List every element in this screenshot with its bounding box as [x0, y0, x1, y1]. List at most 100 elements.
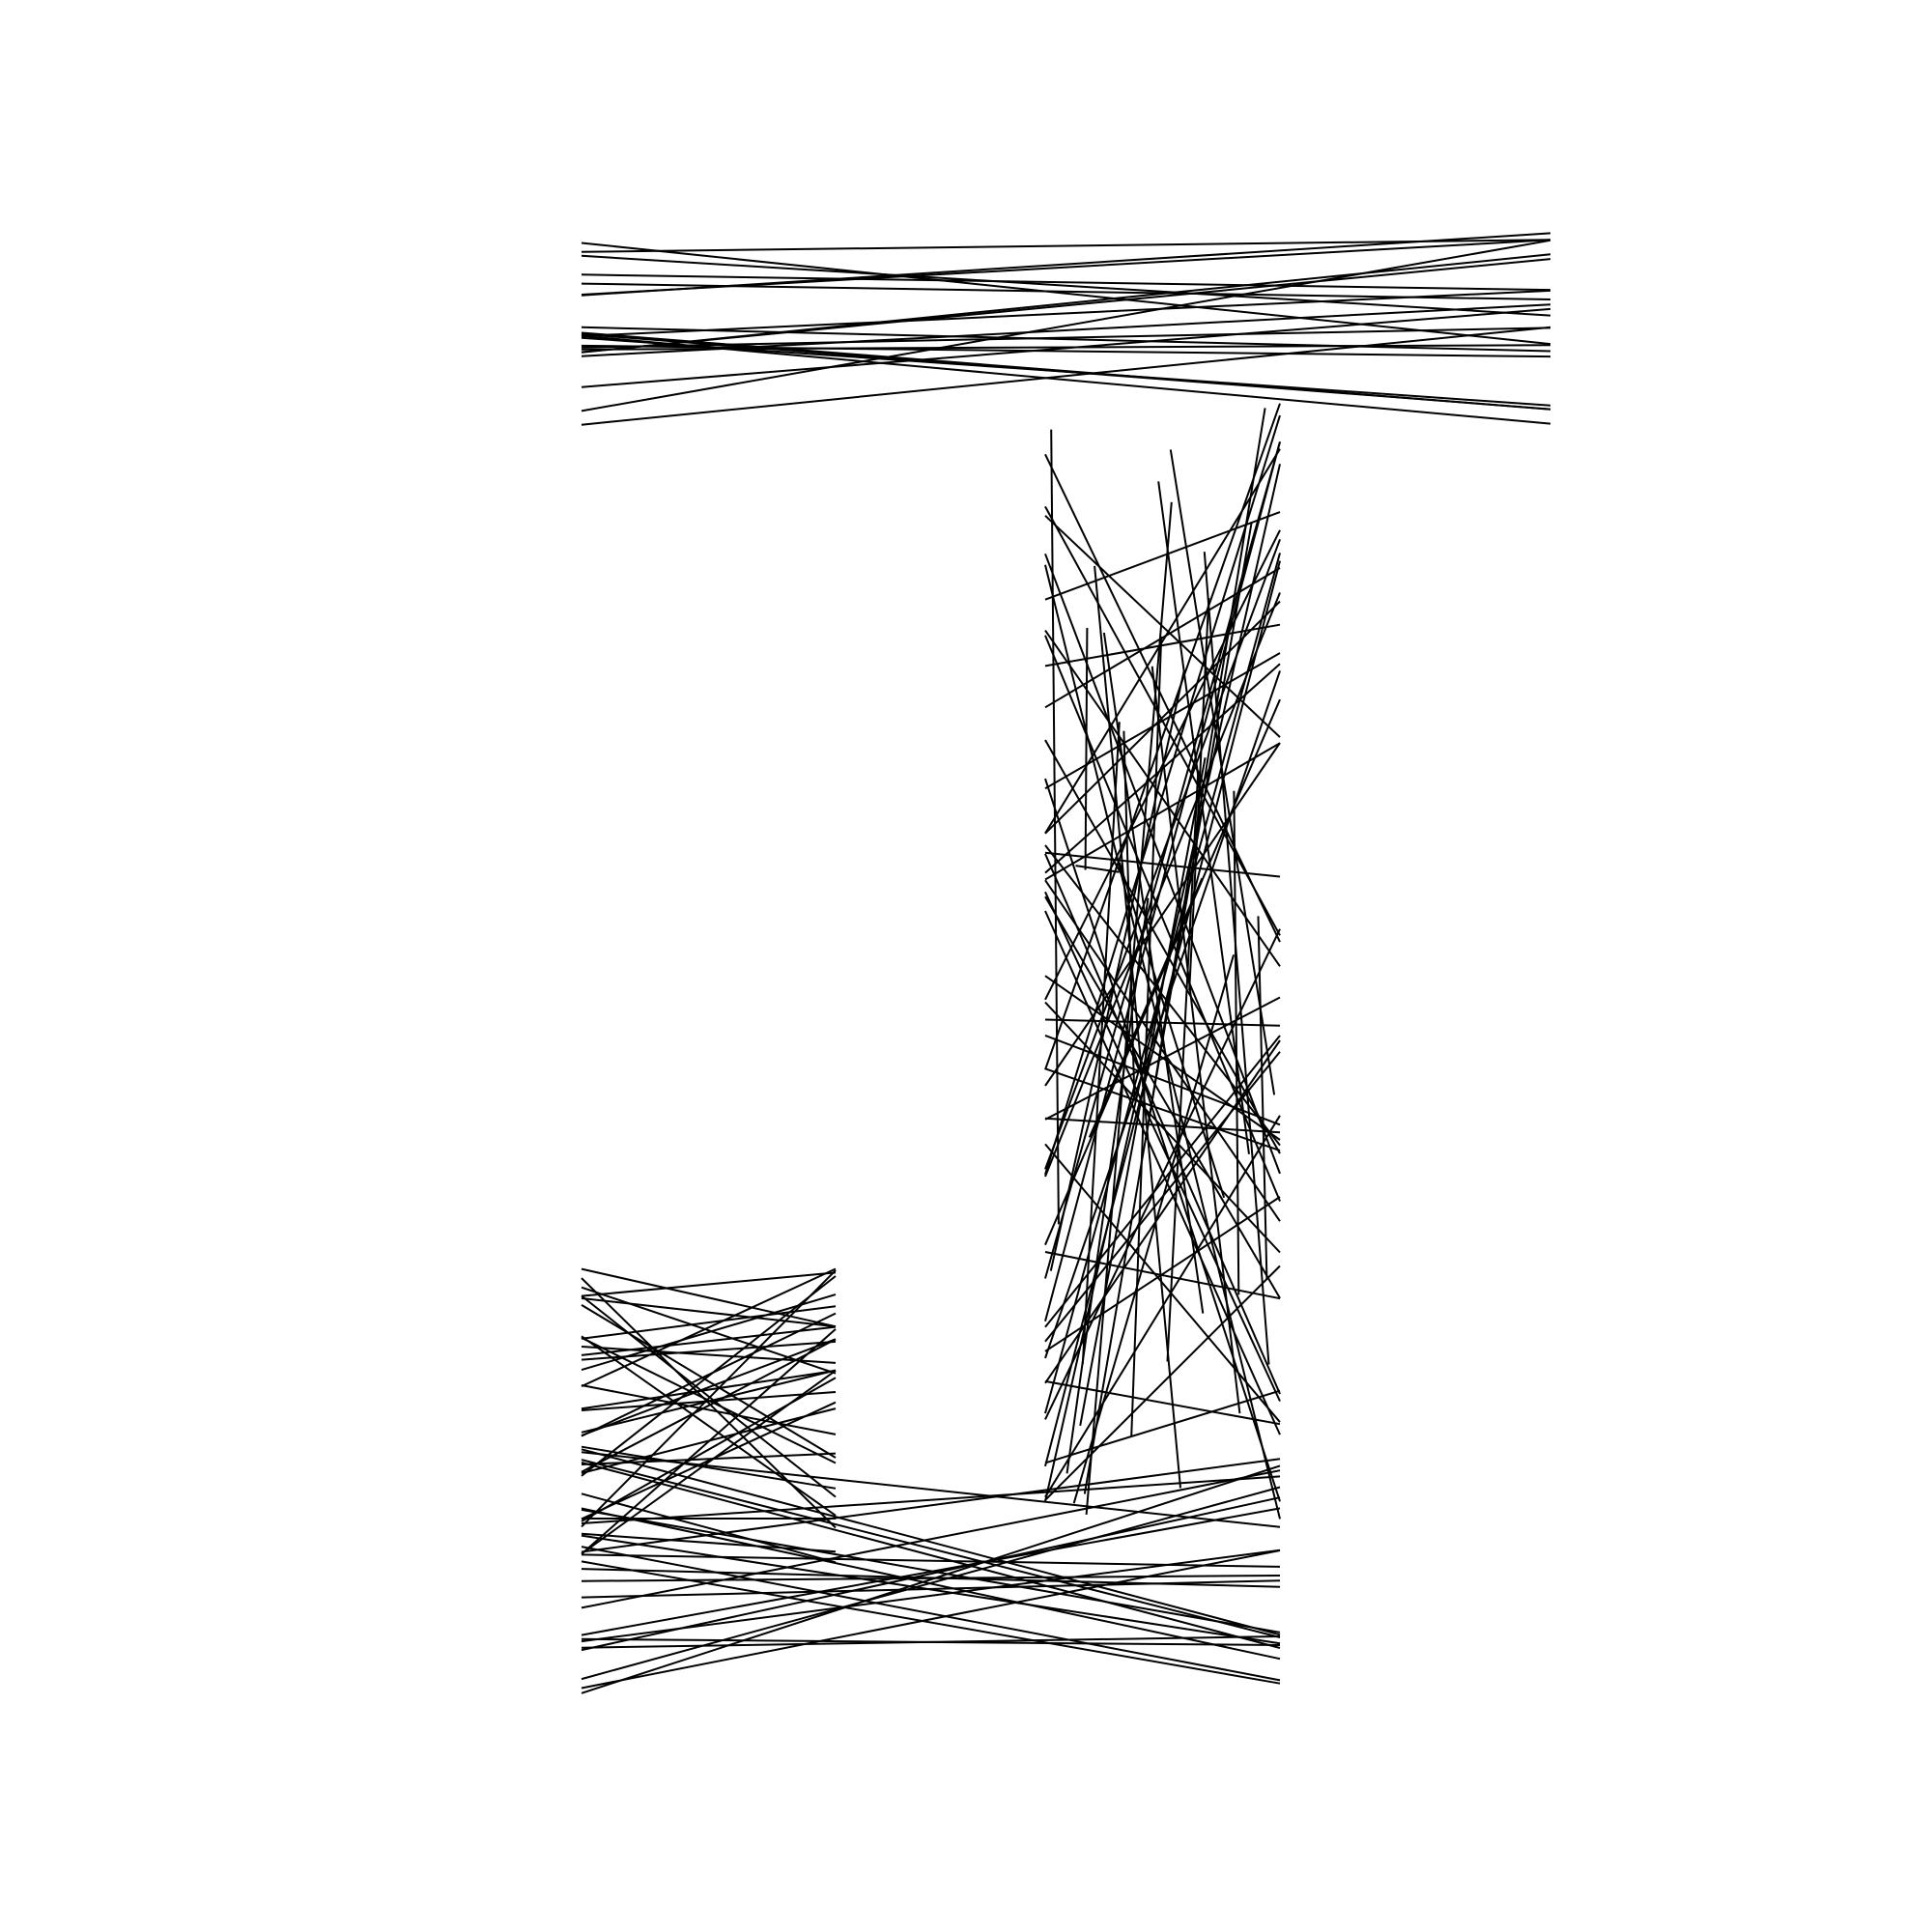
hatch-line: [1203, 552, 1270, 1365]
hatch-line: [581, 1338, 837, 1436]
hatch-line: [581, 1635, 1281, 1649]
hatch-line: [1044, 515, 1281, 738]
hatch-line: [1044, 879, 1281, 1222]
hatch-line: [1085, 501, 1173, 1515]
hatch-line: [1044, 895, 1281, 1299]
hatch-line: [1065, 897, 1150, 1474]
hatch-line: [1044, 891, 1281, 1402]
hatch-line: [1044, 553, 1281, 1175]
hatch-line: [1044, 538, 1281, 1170]
hatch-line: [581, 1458, 1281, 1553]
hatch-line: [581, 1553, 1281, 1568]
hatch-line: [581, 1286, 837, 1375]
hatch-line: [1044, 511, 1281, 601]
hatch-line: [581, 239, 1551, 296]
hatch-line: [1044, 414, 1281, 1176]
hatch-line: [581, 239, 1551, 253]
hook-hatching: [581, 1267, 837, 1564]
hatch-line: [581, 1492, 837, 1564]
hatch-line: [1044, 1389, 1281, 1464]
hatch-line: [1044, 1034, 1281, 1126]
hatch-line: [1044, 453, 1281, 943]
hatch-line: [581, 1407, 837, 1474]
hatch-line: [581, 258, 1551, 354]
hatch-line: [581, 1534, 1281, 1645]
hatch-line: [581, 1338, 837, 1473]
hatch-line: [1088, 877, 1204, 1138]
hatch-line: [1079, 757, 1207, 1426]
hatch-line: [581, 1459, 1281, 1638]
hatch-line: [1118, 862, 1226, 1199]
hatch-line: [1044, 975, 1281, 1141]
hatch-line: [1122, 730, 1136, 1096]
hatch-line: [581, 1312, 837, 1437]
hatch-line: [581, 1297, 837, 1328]
stem-hatching: [1044, 403, 1281, 1520]
hatch-line: [1044, 739, 1281, 1154]
hatch-line: [581, 1462, 1281, 1649]
hatch-line: [581, 1325, 837, 1356]
hatch-line: [581, 1469, 1281, 1609]
hatch-line: [581, 1549, 1281, 1690]
hatch-line: [581, 1546, 1281, 1682]
hatch-line: [581, 289, 1551, 337]
hatch-line: [581, 1384, 837, 1435]
hatch-line: [1044, 560, 1281, 1467]
hatch-line: [1044, 742, 1281, 1087]
hatch-line: [1169, 449, 1276, 1095]
hatch-line: [1044, 742, 1281, 881]
hatch-line: [1044, 1143, 1281, 1423]
hatch-line: [1145, 408, 1266, 1140]
hatch-line: [581, 1475, 1281, 1524]
hatch-line: [1151, 666, 1241, 1414]
hatch-line: [581, 1269, 837, 1528]
hatch-line: [1044, 1196, 1281, 1352]
hatch-line: [581, 334, 1551, 425]
hatch-line: [1044, 440, 1281, 1321]
hatch-line: [581, 307, 1551, 388]
hatch-line: [581, 242, 1551, 346]
hatch-line: [581, 1448, 1281, 1636]
hatch-line: [581, 1496, 1281, 1652]
hatch-line: [581, 1575, 1281, 1582]
hatch-line: [581, 1294, 837, 1498]
hatch-line: [1044, 1379, 1281, 1426]
hatch-line: [581, 1369, 837, 1434]
hatch-line: [1233, 790, 1240, 1295]
hatch-line: [1084, 627, 1089, 870]
bottom-bowl-hatching: [581, 1448, 1281, 1694]
hatch-line: [581, 1369, 837, 1410]
hatch-line: [1044, 778, 1281, 1502]
hatch-line: [581, 326, 1551, 426]
hatch-line: [1049, 670, 1185, 1271]
hatch-line: [581, 326, 1551, 353]
hatch-line: [581, 1275, 837, 1477]
hatch-line: [581, 336, 1551, 407]
hatch-line: [1044, 1001, 1281, 1254]
hatch-line: [581, 1267, 837, 1328]
hatch-line: [1044, 567, 1281, 709]
hatch-line: [1130, 636, 1163, 1437]
hatch-line: [581, 273, 1551, 292]
hatch-line: [581, 1340, 837, 1361]
hatch-line: [1075, 865, 1120, 873]
hatch-line: [1044, 630, 1281, 967]
hatch-line: [581, 344, 1551, 358]
hatch-line: [581, 1346, 837, 1364]
hatch-line: [581, 254, 1551, 317]
hatch-line: [1257, 916, 1268, 1280]
hatch-line: [581, 1305, 837, 1340]
hatch-line: [1157, 481, 1250, 1154]
hatch-line: [581, 1277, 837, 1529]
top-bar-hatching: [581, 232, 1551, 426]
hatch-line: [1044, 1251, 1281, 1300]
hatch-line: [1072, 954, 1236, 1504]
hatch-line: [581, 1532, 837, 1553]
hatch-line: [1044, 1018, 1281, 1027]
hatch-line: [1044, 698, 1281, 1246]
hatch-line: [581, 1377, 837, 1522]
hatch-line: [581, 1451, 1281, 1528]
hatch-line: [581, 1271, 837, 1297]
hatch-line: [581, 1508, 1281, 1634]
hatch-line: [581, 239, 1551, 412]
